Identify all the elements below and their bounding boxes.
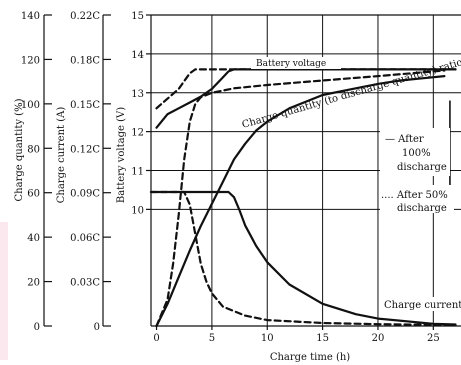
after-100-label-line2: 100%: [402, 148, 431, 159]
current-tick-label-3: 0.09C: [70, 189, 100, 200]
series-quantity-after-100-line: [155, 74, 446, 328]
series-voltage-after-100-line: [155, 68, 457, 129]
after-100-label-line3: discharge: [397, 162, 447, 173]
x-tick-label-1: 5: [209, 333, 215, 344]
voltage-tick-label-5: 15: [131, 11, 144, 22]
x-tick-label-5: 25: [427, 333, 440, 344]
after-50-label-line2: discharge: [397, 203, 447, 214]
current-tick-label-4: 0.12C: [70, 144, 100, 155]
x-tick-label-0: 0: [153, 333, 159, 344]
x-axis-title: Charge time (h): [270, 352, 350, 363]
x-tick-label-3: 15: [316, 333, 329, 344]
x-tick-label-2: 10: [261, 333, 274, 344]
current-tick-label-2: 0.06C: [70, 233, 100, 244]
quantity-tick-label-4: 80: [27, 144, 40, 155]
quantity-tick-label-5: 100: [21, 100, 40, 111]
series-quantity-after-50-line: [155, 69, 446, 328]
charge-current-label: Charge current: [384, 300, 461, 311]
battery-voltage-label: Battery voltage: [256, 59, 326, 69]
quantity-tick-label-1: 20: [27, 278, 40, 289]
voltage-tick-label-1: 11: [131, 167, 144, 178]
current-axis-title: Charge current (A): [56, 107, 67, 204]
current-tick-label-0: 0: [94, 322, 100, 333]
voltage-tick-label-4: 14: [131, 50, 144, 61]
voltage-axis-title: Battery voltage (V): [116, 107, 127, 203]
voltage-tick-label-0: 10: [131, 205, 144, 216]
quantity-tick-label-6: 120: [21, 55, 40, 66]
quantity-axis-ticks: 0 20 40 60 80 100 120 140: [21, 11, 52, 333]
voltage-tick-label-2: 12: [131, 128, 144, 139]
quantity-tick-label-3: 60: [27, 189, 40, 200]
current-tick-label-7: 0.22C: [70, 11, 100, 22]
after-100-label-bg: [380, 128, 450, 176]
series-voltage-after-50-line: [155, 68, 457, 110]
series-group: [149, 68, 457, 328]
current-axis-ticks: 0 0.03C 0.06C 0.09C 0.12C 0.15C 0.18C 0.22C: [70, 11, 111, 333]
after-50-label-line1: .... After 50%: [381, 190, 448, 201]
quantity-axis-title: Charge quantity (%): [14, 98, 25, 201]
voltage-axis-ticks: 10 11 12 13 14 15: [131, 11, 151, 216]
voltage-tick-label-3: 13: [131, 89, 144, 100]
series-current-after-50-line: [149, 190, 457, 327]
x-axis-ticks: 0 5 10 15 20 25: [153, 326, 440, 344]
quantity-tick-label-7: 140: [21, 11, 40, 22]
current-tick-label-5: 0.15C: [70, 100, 100, 111]
charge-current-label-bg: [381, 297, 461, 311]
edge-strip: [0, 222, 8, 360]
current-tick-label-1: 0.03C: [70, 278, 100, 289]
quantity-tick-label-2: 40: [27, 233, 40, 244]
current-tick-label-6: 0.18C: [70, 55, 100, 66]
after-50-label-bg: [380, 185, 454, 213]
battery-voltage-label-bg: [251, 57, 341, 69]
after-100-label-line1: — After: [385, 134, 424, 145]
x-tick-label-4: 20: [372, 333, 385, 344]
series-current-after-100-line: [149, 190, 457, 326]
quantity-tick-label-0: 0: [34, 322, 40, 333]
